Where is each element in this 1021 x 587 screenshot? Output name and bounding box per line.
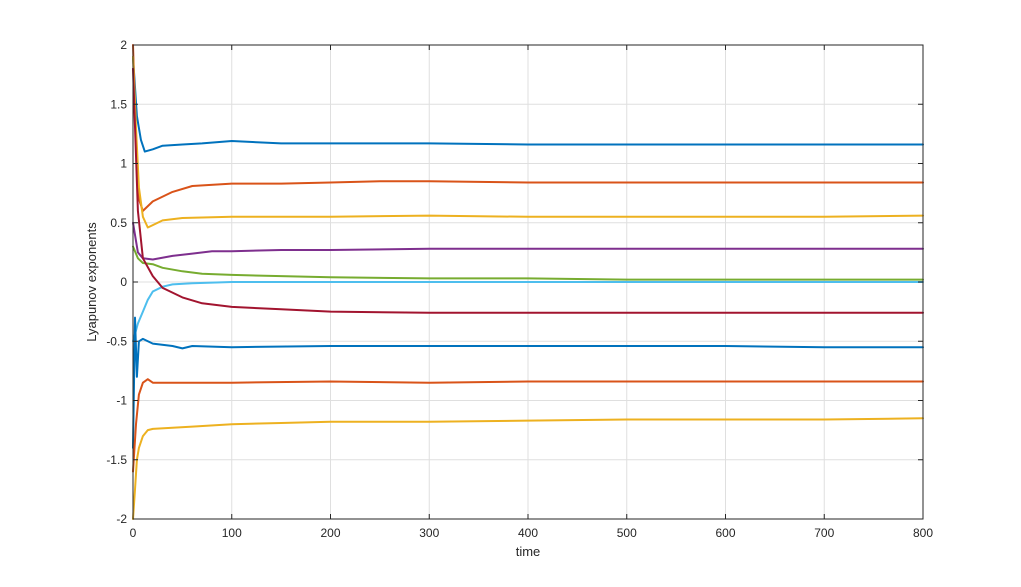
series-line-6 bbox=[132, 281, 924, 343]
y-tick-label: -1 bbox=[116, 394, 127, 408]
y-tick-label: -2 bbox=[116, 512, 127, 526]
x-tick-label: 500 bbox=[617, 526, 637, 540]
x-tick-label: 100 bbox=[222, 526, 242, 540]
series-lines bbox=[132, 44, 924, 520]
x-tick-label: 300 bbox=[419, 526, 439, 540]
y-tick-label: -1.5 bbox=[106, 453, 127, 467]
x-tick-label: 600 bbox=[715, 526, 735, 540]
ticks: 0 100 200 300 400 500 600 700 800 -2 -1.5 -1 -0.5 0 0.… bbox=[106, 38, 933, 540]
x-tick-label: 700 bbox=[814, 526, 834, 540]
series-line-1 bbox=[132, 55, 924, 153]
y-axis-label: Lyapunov exponents bbox=[84, 222, 99, 342]
x-tick-label: 400 bbox=[518, 526, 538, 540]
series-line-9 bbox=[132, 378, 924, 473]
x-tick-label: 200 bbox=[320, 526, 340, 540]
series-line-10 bbox=[132, 417, 924, 520]
series-line-8 bbox=[132, 316, 924, 449]
series-line-7 bbox=[132, 67, 924, 314]
y-tick-label: 2 bbox=[120, 38, 127, 52]
x-tick-label: 0 bbox=[130, 526, 137, 540]
y-tick-label: 1.5 bbox=[110, 97, 127, 111]
x-tick-label: 800 bbox=[913, 526, 933, 540]
series-line-3 bbox=[132, 55, 924, 229]
y-tick-label: 1 bbox=[120, 157, 127, 171]
series-line-4 bbox=[132, 221, 924, 261]
y-tick-label: -0.5 bbox=[106, 334, 127, 348]
series-line-5 bbox=[132, 245, 924, 281]
x-axis-label: time bbox=[516, 544, 541, 559]
y-tick-label: 0 bbox=[120, 275, 127, 289]
y-tick-label: 0.5 bbox=[110, 216, 127, 230]
